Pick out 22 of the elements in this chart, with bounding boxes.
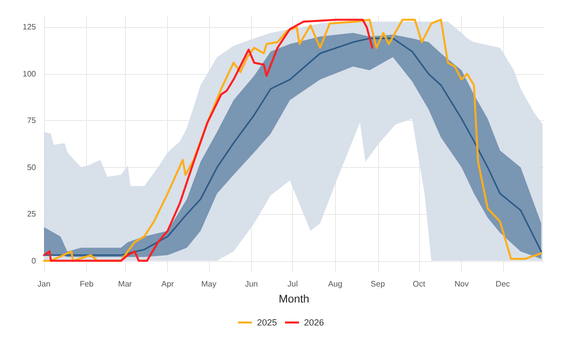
y-tick-label: 50 xyxy=(27,162,37,172)
x-tick-label: Dec xyxy=(496,280,510,288)
legend-label: 2026 xyxy=(304,318,324,328)
x-tick-label: Jan xyxy=(38,280,50,288)
x-tick-label: Apr xyxy=(161,280,174,288)
x-tick-label: May xyxy=(201,280,216,288)
x-tick-label: Feb xyxy=(80,280,94,288)
y-tick-label: 125 xyxy=(22,22,37,32)
x-tick-label: Jun xyxy=(244,280,258,288)
x-tick-label: Jul xyxy=(288,280,298,288)
legend-label: 2025 xyxy=(256,318,278,328)
x-axis-title: Month xyxy=(278,294,310,306)
x-tick-label: Nov xyxy=(454,280,469,288)
y-tick-label: 0 xyxy=(32,256,37,266)
x-tick-label: Mar xyxy=(118,280,132,288)
y-tick-label: 25 xyxy=(27,210,37,219)
y-tick-label: 100 xyxy=(22,69,37,78)
y-tick-label: 75 xyxy=(27,116,37,126)
x-tick-label: Oct xyxy=(412,280,426,288)
x-tick-label: Sep xyxy=(370,280,386,288)
x-tick-label: Aug xyxy=(328,280,342,288)
line-series xyxy=(43,18,374,262)
